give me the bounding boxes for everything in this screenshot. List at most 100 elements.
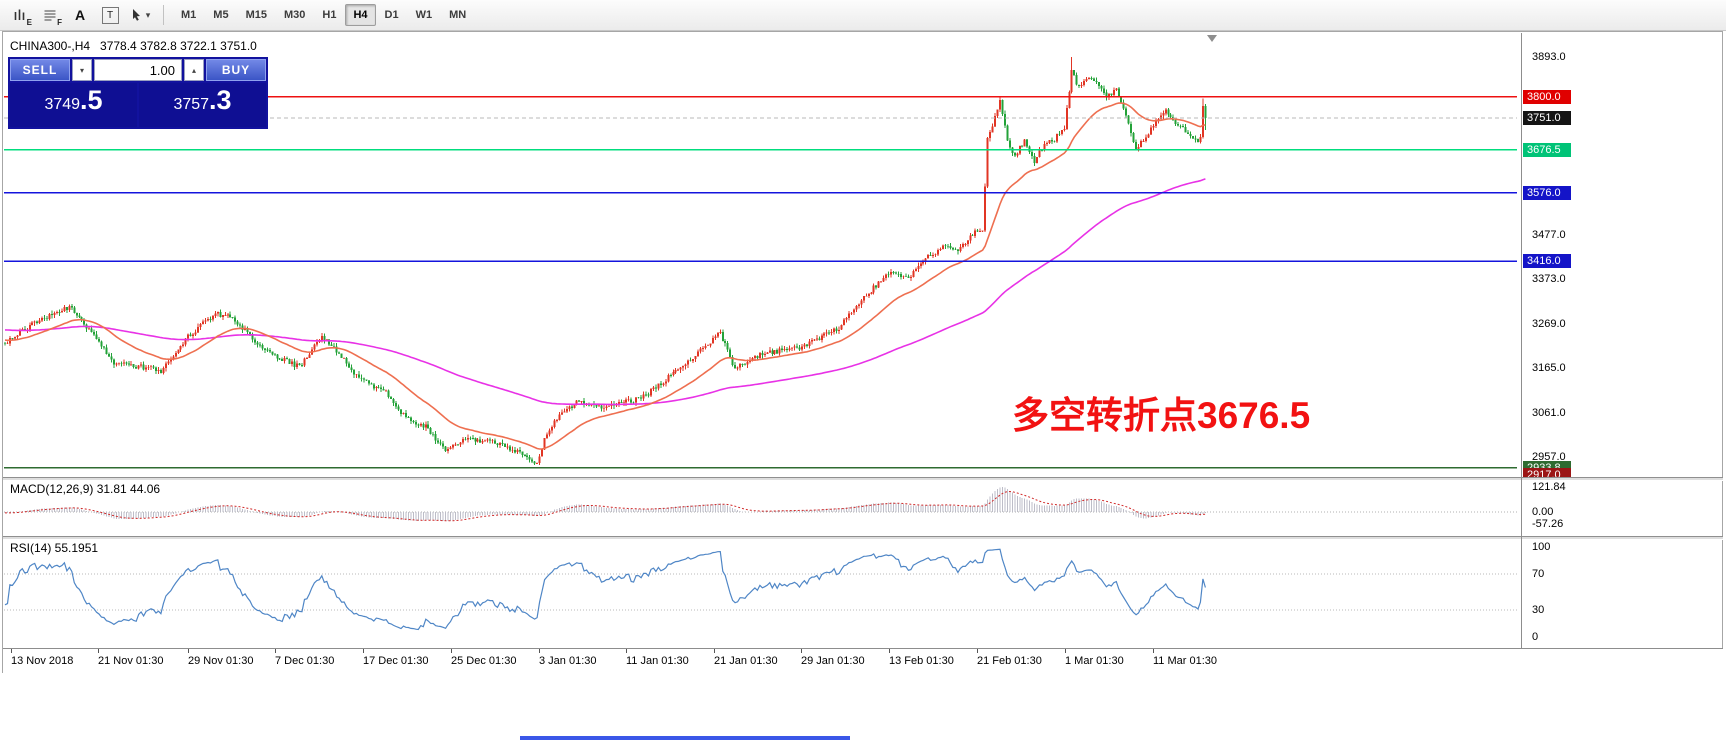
time-tick xyxy=(801,649,802,653)
grid-glyph xyxy=(44,10,55,20)
price-tick-label: 3061.0 xyxy=(1532,406,1566,419)
time-label: 11 Jan 01:30 xyxy=(626,655,689,667)
volume-input[interactable] xyxy=(94,59,182,81)
time-label: 1 Mar 01:30 xyxy=(1065,655,1124,667)
bottom-blue-strip xyxy=(520,736,850,740)
bar-chart-glyph xyxy=(14,9,24,20)
rsi-tick-label: 30 xyxy=(1532,604,1545,616)
time-tick xyxy=(363,649,364,653)
timeframe-d1[interactable]: D1 xyxy=(384,9,399,21)
macd-panel[interactable] xyxy=(0,480,1519,536)
time-label: 13 Feb 01:30 xyxy=(889,655,954,667)
chart-annotation-text[interactable]: 多空转折点3676.5 xyxy=(1012,395,1311,436)
macd-indicator-label: MACD(12,26,9) 31.81 44.06 xyxy=(10,482,161,496)
chevron-up-icon: ▴ xyxy=(191,65,196,75)
panel-splitter[interactable] xyxy=(3,477,1723,481)
timeframe-m1[interactable]: M1 xyxy=(181,9,197,21)
macd-axis: 121.84 0.00 -57.26 xyxy=(1522,480,1614,536)
panel-splitter[interactable] xyxy=(3,536,1723,540)
time-tick xyxy=(188,649,189,653)
time-label: 17 Dec 01:30 xyxy=(363,655,429,667)
timeframe-h1[interactable]: H1 xyxy=(322,9,337,21)
rsi-panel[interactable] xyxy=(0,539,1519,648)
time-label: 21 Jan 01:30 xyxy=(714,655,778,667)
time-label: 7 Dec 01:30 xyxy=(275,655,335,667)
price-tick-label: 3477.0 xyxy=(1532,228,1566,241)
rsi-axis: 100 70 30 0 xyxy=(1522,539,1614,648)
price-tick-label: 3893.0 xyxy=(1532,50,1566,63)
icon-letter: T xyxy=(101,6,119,24)
icon-letter: A xyxy=(74,7,86,23)
time-axis[interactable]: 13 Nov 2018 21 Nov 01:30 29 Nov 01:30 7 Dec… xyxy=(3,648,1723,673)
rsi-indicator-label: RSI(14) 55.1951 xyxy=(10,541,99,555)
price-tick-label: 3165.0 xyxy=(1532,362,1566,375)
timeframe-m5[interactable]: M5 xyxy=(213,9,229,21)
sell-price-frac: .5 xyxy=(80,85,103,115)
buy-button[interactable]: BUY xyxy=(206,59,266,81)
grid-f-icon[interactable]: F xyxy=(36,2,64,28)
time-tick xyxy=(275,649,276,653)
chevron-down-icon: ▾ xyxy=(79,65,84,75)
price-badge: 3800.0 xyxy=(1523,89,1571,104)
timeframe-w1[interactable]: W1 xyxy=(415,9,433,21)
time-tick xyxy=(1153,649,1154,653)
time-tick xyxy=(98,649,99,653)
volume-up-spinner[interactable]: ▴ xyxy=(184,59,204,81)
sell-price-main: 3749 xyxy=(44,96,81,113)
time-tick xyxy=(626,649,627,653)
price-tick-label: 3373.0 xyxy=(1532,273,1566,286)
buy-price-main: 3757 xyxy=(173,96,210,113)
chevron-down-icon: ▾ xyxy=(145,9,151,20)
trade-panel-controls: SELL ▾ ▴ BUY xyxy=(10,59,266,81)
ohlc-values: 3778.4 3782.8 3722.1 3751.0 xyxy=(100,39,257,53)
price-tick-label: 2957.0 xyxy=(1532,451,1566,464)
timeframe-h4[interactable]: H4 xyxy=(345,4,376,26)
time-tick xyxy=(539,649,540,653)
time-label: 29 Jan 01:30 xyxy=(801,655,865,667)
timeframe-m30[interactable]: M30 xyxy=(283,9,306,21)
sell-price[interactable]: 3749.5 xyxy=(10,83,137,127)
time-tick xyxy=(1065,649,1066,653)
buy-price[interactable]: 3757.3 xyxy=(139,83,266,127)
rsi-tick-label: 70 xyxy=(1532,568,1545,580)
symbol-period: CHINA300-,H4 xyxy=(10,39,91,53)
icon-letter: E xyxy=(26,18,32,27)
price-tick-label: 3269.0 xyxy=(1532,317,1566,330)
volume-down-spinner[interactable]: ▾ xyxy=(72,59,92,81)
buy-price-frac: .3 xyxy=(209,85,232,115)
trade-panel-prices: 3749.5 3757.3 xyxy=(10,83,266,127)
timeframe-m15[interactable]: M15 xyxy=(245,9,267,21)
time-label: 11 Mar 01:30 xyxy=(1153,655,1218,667)
rsi-tick-label: 100 xyxy=(1532,541,1551,553)
time-label: 3 Jan 01:30 xyxy=(539,655,597,667)
time-tick xyxy=(889,649,890,653)
one-click-trade-panel: SELL ▾ ▴ BUY 3749.5 3757.3 xyxy=(8,57,268,129)
cursor-glyph xyxy=(132,9,140,21)
text-a-icon[interactable]: A xyxy=(66,2,94,28)
bar-chart-e-icon[interactable]: E xyxy=(6,2,34,28)
time-label: 25 Dec 01:30 xyxy=(451,655,517,667)
text-frame-t-icon[interactable]: T xyxy=(96,2,124,28)
time-label: 13 Nov 2018 xyxy=(11,655,74,667)
macd-tick-label: 121.84 xyxy=(1532,481,1566,493)
price-axis[interactable]: 3893.0 3477.0 3373.0 3269.0 3165.0 3061.0 2957… xyxy=(1521,33,1614,672)
toolbar-separator xyxy=(163,5,164,25)
chart-shift-marker[interactable] xyxy=(1207,35,1217,42)
macd-tick-label: 0.00 xyxy=(1532,506,1554,518)
price-badge: 2917.0 xyxy=(1523,468,1571,477)
sell-button[interactable]: SELL xyxy=(10,59,70,81)
price-badge: 3576.0 xyxy=(1523,185,1571,200)
rsi-tick-label: 0 xyxy=(1532,631,1539,643)
price-axis-main: 3893.0 3477.0 3373.0 3269.0 3165.0 3061.0 2957… xyxy=(1522,33,1614,477)
price-badge: 3416.0 xyxy=(1523,254,1571,269)
timeframe-mn[interactable]: MN xyxy=(449,9,467,21)
time-label: 29 Nov 01:30 xyxy=(188,655,254,667)
time-label: 21 Feb 01:30 xyxy=(977,655,1042,667)
time-tick xyxy=(451,649,452,653)
price-badge: 3751.0 xyxy=(1523,110,1571,125)
icon-letter: F xyxy=(57,18,62,27)
time-tick xyxy=(977,649,978,653)
timeframe-group: M1 M5 M15 M30 H1 H4 D1 W1 MN xyxy=(173,4,474,26)
chart-window-frame xyxy=(2,31,1723,673)
crosshair-tool-icon[interactable]: ▾ xyxy=(126,2,154,28)
